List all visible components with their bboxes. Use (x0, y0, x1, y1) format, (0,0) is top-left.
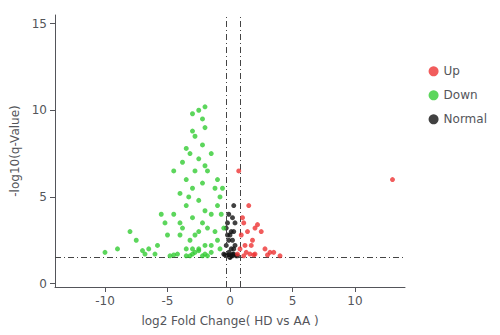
svg-text:0: 0 (226, 294, 234, 308)
svg-text:-10: -10 (95, 294, 115, 308)
svg-text:-log10(q-Value): -log10(q-Value) (8, 105, 22, 196)
svg-text:0: 0 (39, 277, 47, 291)
svg-text:10: 10 (347, 294, 362, 308)
svg-text:-5: -5 (162, 294, 174, 308)
svg-text:Up: Up (444, 64, 460, 78)
svg-text:10: 10 (32, 103, 47, 117)
svg-text:5: 5 (289, 294, 297, 308)
svg-text:15: 15 (32, 17, 47, 31)
svg-text:Down: Down (444, 88, 478, 102)
svg-text:5: 5 (39, 190, 47, 204)
svg-text:Normal: Normal (444, 112, 487, 126)
svg-text:log2 Fold Change( HD vs AA ): log2 Fold Change( HD vs AA ) (141, 314, 318, 328)
